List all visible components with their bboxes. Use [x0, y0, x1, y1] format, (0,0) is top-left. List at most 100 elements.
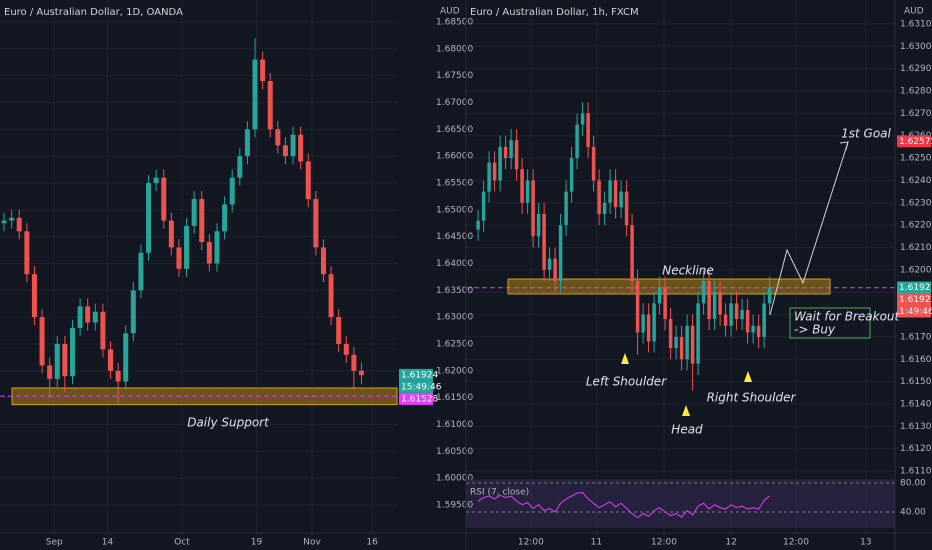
candle-body: [100, 311, 106, 350]
candle-body: [740, 310, 744, 320]
candle-body: [237, 156, 243, 178]
annotation: Right Shoulder: [707, 391, 797, 405]
candle-body: [756, 325, 761, 337]
candle-body: [558, 225, 563, 282]
axis-unit: AUD: [904, 7, 924, 17]
x-tick-label: 12:00: [518, 538, 544, 548]
candle-body: [267, 81, 273, 130]
candle-body: [244, 129, 250, 157]
candle-body: [9, 217, 15, 221]
candle-body: [1, 220, 7, 224]
rsi-band: [466, 480, 895, 528]
x-tick-label: 12:00: [783, 538, 809, 548]
candle-body: [652, 303, 656, 342]
zone: [507, 278, 831, 295]
x-tick-label: 12: [725, 538, 736, 548]
y-tick-label: 1.60500: [436, 447, 473, 457]
y-tick-label: 1.61600: [900, 355, 932, 365]
candle-body: [282, 145, 288, 157]
y-tick-label: 1.61000: [436, 420, 473, 430]
y-tick-label: 1.61500: [900, 377, 932, 387]
candle-body: [630, 225, 634, 282]
candle-body: [328, 274, 334, 318]
x-tick-label: 13: [860, 538, 871, 548]
candle-body: [712, 292, 717, 320]
charts: Euro / Australian Dollar, 1D, OANDA AUD1.…: [0, 7, 932, 548]
candle-body: [16, 217, 22, 232]
candle-body: [31, 274, 37, 318]
candle-body: [320, 247, 326, 275]
y-tick-label: 1.68000: [436, 44, 473, 54]
candle-body: [351, 354, 357, 371]
candle-body: [569, 158, 574, 192]
y-tick-label: 1.68500: [436, 18, 473, 28]
candle-body: [492, 162, 497, 181]
axis-unit: AUD: [440, 7, 460, 17]
candle-body: [591, 146, 596, 181]
candle-body: [214, 231, 220, 264]
candle-body: [663, 287, 667, 320]
candle-body: [646, 314, 651, 342]
candle-body: [85, 306, 91, 323]
rsi-tick-label: 80.00: [900, 478, 926, 488]
candle-body: [624, 191, 629, 226]
y-tick-label: 1.62100: [900, 243, 932, 253]
candle-body: [161, 177, 167, 221]
y-tick-label: 1.66500: [436, 125, 473, 135]
candle-body: [520, 169, 524, 203]
y-tick-label: 1.64500: [436, 232, 473, 242]
candle-body: [503, 146, 508, 159]
x-tick-label: Sep: [46, 538, 63, 548]
candle-body: [343, 343, 349, 355]
y-tick-label: 1.61200: [900, 444, 932, 454]
candle-body: [597, 180, 601, 214]
y-tick-label: 1.62500: [900, 154, 932, 164]
candle-body: [229, 177, 235, 205]
candle-body: [305, 161, 311, 200]
candle-body: [290, 134, 296, 157]
candle-body: [762, 303, 766, 337]
candle-body: [564, 191, 568, 226]
candle-body: [690, 325, 695, 364]
y-tick-label: 1.62400: [900, 176, 932, 186]
y-tick-label: 1.61500: [436, 393, 473, 403]
y-tick-label: 1.63000: [900, 42, 932, 52]
candle-body: [668, 319, 673, 349]
callout-box: [789, 307, 871, 339]
candle-body: [525, 180, 530, 203]
candle-body: [184, 225, 190, 269]
candle-body: [619, 191, 623, 208]
y-tick-label: 1.65500: [436, 178, 473, 188]
y-tick-label: 1.62200: [900, 221, 932, 231]
candle-body: [115, 370, 121, 382]
y-tick-label: 1.66000: [436, 152, 473, 162]
x-tick-label: 19: [251, 538, 263, 548]
y-tick-label: 1.61100: [900, 467, 932, 477]
candle-body: [176, 247, 182, 269]
candle-body: [498, 146, 502, 181]
annotation: Daily Support: [187, 416, 270, 430]
candle-body: [92, 311, 98, 323]
candle-body: [531, 180, 535, 237]
candle-body: [657, 287, 662, 304]
candle-body: [745, 310, 750, 333]
y-tick-label: 1.63000: [436, 313, 473, 323]
rsi-title: RSI (7, close): [470, 488, 529, 498]
y-tick-label: 1.67500: [436, 71, 473, 81]
price-tag-bg: [399, 368, 433, 381]
candle-body: [298, 134, 304, 162]
countdown-bg: [399, 380, 433, 393]
marker: [621, 353, 629, 364]
price-tag-bg: [399, 392, 433, 405]
rsi-line: [477, 491, 770, 519]
x-tick-label: 12:00: [651, 538, 677, 548]
candle-body: [542, 213, 546, 270]
candle-body: [54, 343, 60, 379]
candle-body: [707, 281, 711, 320]
candle-body: [553, 258, 557, 282]
candle-body: [701, 281, 706, 304]
candle-body: [358, 370, 364, 376]
candle-body: [481, 191, 486, 221]
chart-title: Euro / Australian Dollar, 1D, OANDA: [4, 7, 183, 18]
